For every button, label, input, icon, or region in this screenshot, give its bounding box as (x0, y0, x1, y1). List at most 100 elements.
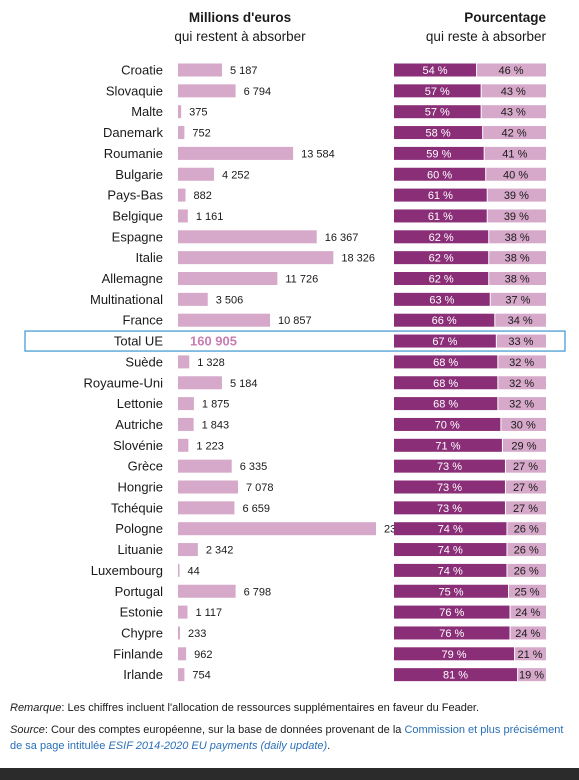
remaining-bar (498, 397, 546, 411)
millions-value-label: 6 659 (242, 503, 270, 515)
absorbed-bar (394, 480, 505, 494)
absorbed-pct-label: 73 % (437, 482, 462, 494)
absorbed-bar (394, 501, 505, 515)
absorbed-pct-label: 63 % (429, 294, 454, 306)
source-link-title[interactable]: ESIF 2014-2020 EU payments (daily update… (108, 740, 328, 752)
absorption-chart: Millions d'euros qui restent à absorber … (24, 10, 566, 682)
millions-value-label: 4 252 (222, 169, 250, 181)
remaining-pct-label: 39 % (504, 190, 529, 202)
absorbed-pct-label: 79 % (442, 649, 467, 661)
millions-bar (178, 543, 198, 557)
country-label: Italie (136, 250, 163, 265)
absorbed-pct-label: 61 % (428, 190, 453, 202)
country-label: Chypre (121, 625, 163, 640)
absorbed-pct-label: 57 % (425, 86, 450, 98)
country-label: Suède (125, 354, 163, 369)
source-link[interactable]: Commission et plus précisément de sa pag… (10, 724, 564, 752)
millions-value-label: 10 857 (278, 315, 312, 327)
remaining-pct-label: 40 % (503, 169, 528, 181)
absorbed-pct-label: 62 % (429, 232, 454, 244)
remaining-bar (481, 105, 546, 119)
country-label: France (123, 313, 163, 328)
millions-bar (178, 563, 180, 577)
remark-note: Remarque: Les chiffres incluent l'alloca… (10, 700, 570, 716)
absorbed-pct-label: 74 % (438, 565, 463, 577)
absorbed-pct-label: 75 % (438, 586, 463, 598)
remaining-pct-label: 30 % (511, 419, 536, 431)
chart-rows: Croatie 5 187 54 % 46 % Slovaquie 6 794 57 % 43… (24, 63, 566, 682)
country-label: Pays-Bas (107, 188, 163, 203)
millions-bar (178, 480, 238, 494)
remaining-pct-label: 24 % (515, 628, 540, 640)
absorbed-pct-label: 76 % (439, 607, 464, 619)
total-row-highlight (24, 330, 566, 352)
millions-bar (178, 501, 235, 515)
country-label: Autriche (115, 417, 163, 432)
absorbed-pct-label: 68 % (433, 378, 458, 390)
remaining-bar (477, 63, 546, 77)
remaining-pct-label: 42 % (502, 128, 527, 140)
absorbed-bar (394, 334, 496, 348)
remaining-bar (510, 626, 546, 640)
remaining-pct-label: 43 % (501, 107, 526, 119)
millions-bar (178, 522, 376, 536)
millions-bar (178, 188, 186, 202)
millions-value-label: 5 187 (230, 65, 258, 77)
millions-value-label: 962 (194, 649, 212, 661)
remaining-pct-label: 43 % (501, 86, 526, 98)
millions-value-label: 18 326 (341, 253, 375, 265)
absorbed-bar (394, 438, 502, 452)
absorbed-pct-label: 66 % (432, 315, 457, 327)
millions-bar (178, 459, 232, 473)
country-label: Lituanie (117, 542, 163, 557)
remaining-pct-label: 32 % (509, 399, 534, 411)
millions-value-label: 1 117 (195, 607, 222, 619)
remaining-pct-label: 41 % (502, 148, 527, 160)
absorbed-bar (394, 584, 508, 598)
absorbed-bar (394, 376, 498, 390)
absorbed-bar (394, 668, 518, 682)
absorbed-bar (394, 63, 477, 77)
remaining-bar (507, 543, 546, 557)
absorbed-pct-label: 74 % (438, 545, 463, 557)
millions-bar (178, 605, 188, 619)
millions-value-label: 233 (188, 628, 206, 640)
millions-bar (178, 105, 182, 119)
remaining-bar (481, 84, 546, 98)
remaining-pct-label: 27 % (513, 503, 538, 515)
bottom-bar (0, 768, 579, 780)
absorbed-pct-label: 60 % (427, 169, 452, 181)
remaining-bar (505, 459, 546, 473)
absorbed-pct-label: 61 % (428, 211, 453, 223)
country-label: Danemark (103, 125, 163, 140)
millions-value-label: 11 726 (285, 274, 318, 286)
remaining-pct-label: 38 % (505, 274, 530, 286)
country-label: Belgique (112, 208, 163, 223)
remaining-bar (483, 126, 546, 140)
country-label: Irlande (123, 667, 163, 682)
remaining-pct-label: 27 % (513, 482, 538, 494)
millions-bar (178, 438, 189, 452)
absorbed-bar (394, 188, 487, 202)
millions-bar (178, 584, 236, 598)
absorbed-bar (394, 209, 487, 223)
millions-value-label: 1 223 (196, 440, 224, 452)
remaining-pct-label: 33 % (508, 336, 533, 348)
millions-bar (178, 668, 185, 682)
source-note: Source: Cour des comptes européenne, sur… (10, 722, 570, 754)
millions-value-label: 2 342 (206, 545, 234, 557)
country-label: Allemagne (102, 271, 163, 286)
millions-bar (178, 251, 334, 265)
millions-value-label: 752 (192, 128, 210, 140)
absorbed-pct-label: 73 % (437, 461, 462, 473)
country-label: Hongrie (117, 480, 163, 495)
millions-bar (178, 272, 278, 285)
millions-value-label: 1 875 (202, 399, 230, 411)
source-end: . (327, 740, 331, 752)
remark-label: Remarque (10, 702, 62, 714)
millions-value-label: 16 367 (325, 232, 359, 244)
absorbed-pct-label: 76 % (439, 628, 464, 640)
absorbed-pct-label: 58 % (426, 128, 451, 140)
absorbed-pct-label: 74 % (438, 524, 463, 536)
country-label: Estonie (120, 605, 163, 620)
